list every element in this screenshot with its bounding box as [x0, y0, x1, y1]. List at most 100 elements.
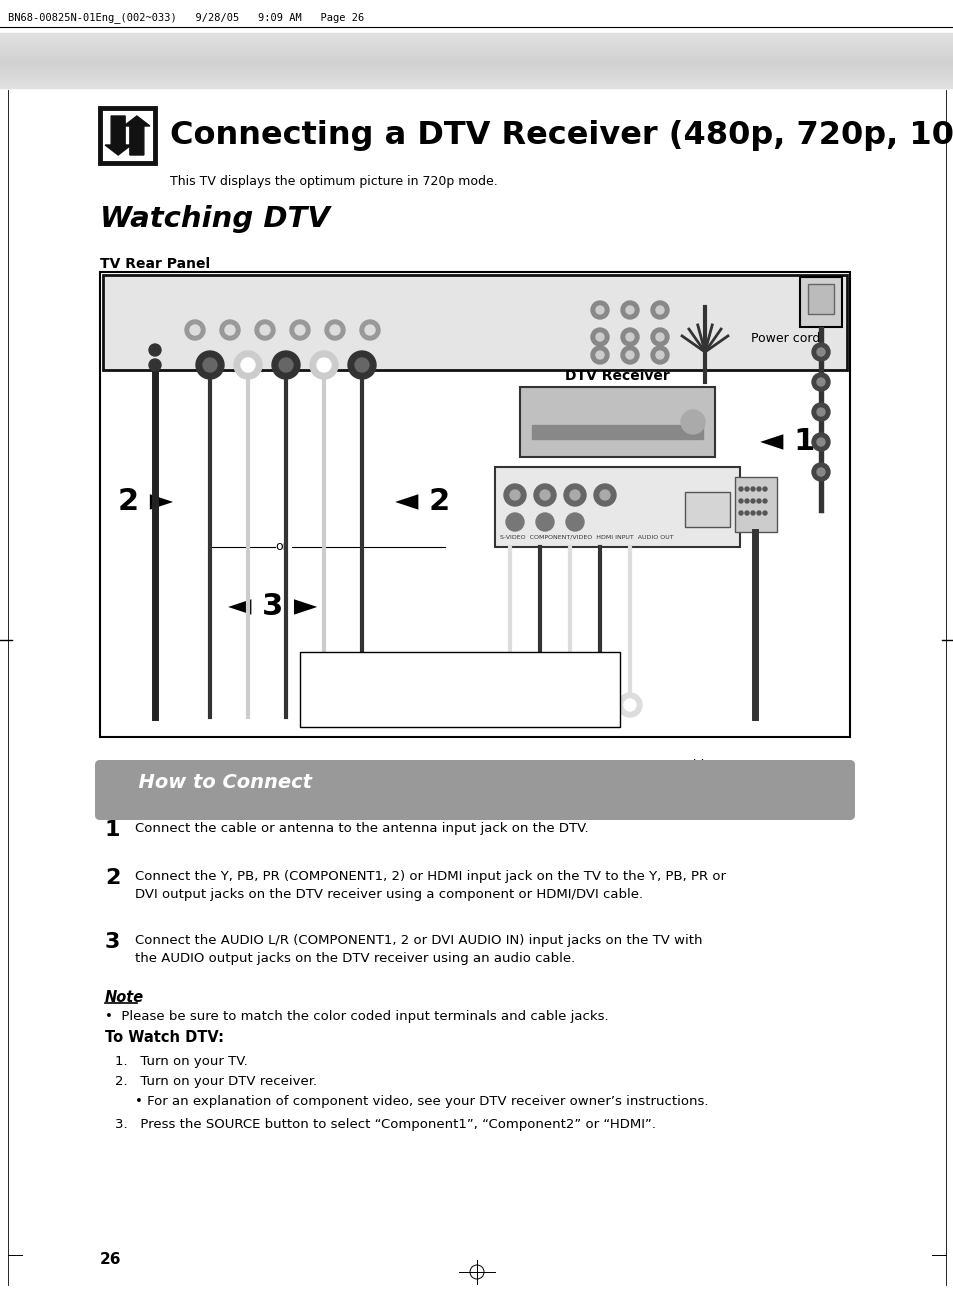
Text: How to Connect: How to Connect [125, 773, 312, 792]
Text: Connecting a DTV Receiver (480p, 720p, 1080i): Connecting a DTV Receiver (480p, 720p, 1… [170, 120, 953, 151]
Text: 1.   Turn on your TV.: 1. Turn on your TV. [115, 1055, 248, 1068]
Text: BN68-00825N-01Eng_(002~033)   9/28/05   9:09 AM   Page 26: BN68-00825N-01Eng_(002~033) 9/28/05 9:09… [8, 12, 364, 23]
Circle shape [254, 320, 274, 340]
Circle shape [757, 500, 760, 503]
Circle shape [744, 487, 748, 490]
Text: •  Please be sure to match the color coded input terminals and cable jacks.: • Please be sure to match the color code… [105, 1010, 608, 1023]
Text: ◄ 1: ◄ 1 [760, 427, 815, 455]
Circle shape [510, 490, 519, 500]
Text: 2.   Turn on your DTV receiver.: 2. Turn on your DTV receiver. [115, 1075, 316, 1088]
Text: Audio cable: Audio cable [314, 703, 388, 716]
FancyBboxPatch shape [95, 760, 854, 820]
Circle shape [816, 468, 824, 476]
Circle shape [195, 351, 224, 379]
Circle shape [811, 343, 829, 360]
Circle shape [618, 693, 641, 717]
Text: Connect the cable or antenna to the antenna input jack on the DTV.: Connect the cable or antenna to the ante… [135, 822, 588, 835]
Text: ◄ 2: ◄ 2 [395, 487, 450, 516]
Circle shape [534, 699, 545, 712]
Circle shape [762, 500, 766, 503]
Circle shape [750, 500, 754, 503]
Circle shape [225, 325, 234, 334]
Circle shape [505, 513, 523, 531]
Text: 26: 26 [100, 1252, 121, 1267]
Circle shape [539, 490, 550, 500]
Circle shape [650, 328, 668, 346]
Circle shape [739, 500, 742, 503]
Circle shape [596, 351, 603, 359]
Bar [299, 652, 619, 727]
Circle shape [536, 513, 554, 531]
Text: ◄ 3 ►: ◄ 3 ► [228, 592, 317, 621]
Circle shape [594, 484, 616, 506]
Circle shape [316, 358, 331, 372]
Text: Connect the AUDIO L/R (COMPONENT1, 2 or DVI AUDIO IN) input jacks on the TV with: Connect the AUDIO L/R (COMPONENT1, 2 or … [135, 934, 701, 947]
Circle shape [816, 379, 824, 386]
Circle shape [656, 351, 663, 359]
Text: Watching DTV: Watching DTV [100, 206, 330, 233]
Bar [103, 275, 846, 369]
Circle shape [811, 463, 829, 481]
Circle shape [348, 351, 375, 379]
Circle shape [762, 487, 766, 490]
Circle shape [294, 325, 305, 334]
Circle shape [757, 511, 760, 515]
Circle shape [233, 351, 262, 379]
Circle shape [260, 325, 270, 334]
Circle shape [744, 500, 748, 503]
Circle shape [325, 320, 345, 340]
Circle shape [563, 484, 585, 506]
Text: Note: Note [105, 990, 144, 1004]
Circle shape [497, 693, 521, 717]
Text: the AUDIO output jacks on the DTV receiver using an audio cable.: the AUDIO output jacks on the DTV receiv… [135, 952, 575, 965]
Circle shape [558, 693, 581, 717]
Circle shape [625, 333, 634, 341]
Circle shape [620, 301, 639, 319]
Text: This TV displays the optimum picture in 720p mode.: This TV displays the optimum picture in … [170, 176, 497, 189]
Circle shape [149, 343, 161, 356]
Circle shape [359, 320, 379, 340]
Circle shape [816, 438, 824, 446]
Circle shape [590, 328, 608, 346]
Bar [532, 425, 702, 438]
Circle shape [185, 320, 205, 340]
Bar [519, 386, 714, 457]
Circle shape [816, 347, 824, 356]
Text: 2 ►: 2 ► [118, 487, 173, 516]
Circle shape [625, 306, 634, 314]
Circle shape [590, 301, 608, 319]
Circle shape [650, 346, 668, 364]
Circle shape [623, 699, 636, 712]
Circle shape [587, 693, 612, 717]
Text: or: or [274, 540, 288, 553]
Text: HDMI/DVI cable: HDMI/DVI cable [615, 758, 711, 771]
Circle shape [757, 487, 760, 490]
Circle shape [503, 699, 516, 712]
Circle shape [739, 511, 742, 515]
Bar [495, 467, 740, 546]
Circle shape [596, 333, 603, 341]
Circle shape [534, 484, 556, 506]
Circle shape [599, 490, 609, 500]
Circle shape [596, 306, 603, 314]
Text: • For an explanation of component video, see your DTV receiver owner’s instructi: • For an explanation of component video,… [135, 1095, 708, 1108]
Circle shape [220, 320, 240, 340]
Text: TV Rear Panel: TV Rear Panel [100, 258, 210, 271]
Circle shape [750, 487, 754, 490]
Circle shape [565, 513, 583, 531]
Circle shape [750, 511, 754, 515]
Circle shape [816, 409, 824, 416]
Circle shape [625, 351, 634, 359]
Circle shape [590, 346, 608, 364]
Circle shape [563, 699, 576, 712]
Circle shape [355, 358, 369, 372]
Circle shape [149, 359, 161, 371]
Circle shape [503, 484, 525, 506]
Polygon shape [124, 116, 150, 155]
Circle shape [310, 351, 337, 379]
Text: 3.   Press the SOURCE button to select “Component1”, “Component2” or “HDMI”.: 3. Press the SOURCE button to select “Co… [115, 1118, 656, 1131]
Circle shape [594, 699, 605, 712]
Text: Connect the Y, PB, PR (COMPONENT1, 2) or HDMI input jack on the TV to the Y, PB,: Connect the Y, PB, PR (COMPONENT1, 2) or… [135, 870, 725, 883]
Circle shape [190, 325, 200, 334]
Circle shape [241, 358, 254, 372]
